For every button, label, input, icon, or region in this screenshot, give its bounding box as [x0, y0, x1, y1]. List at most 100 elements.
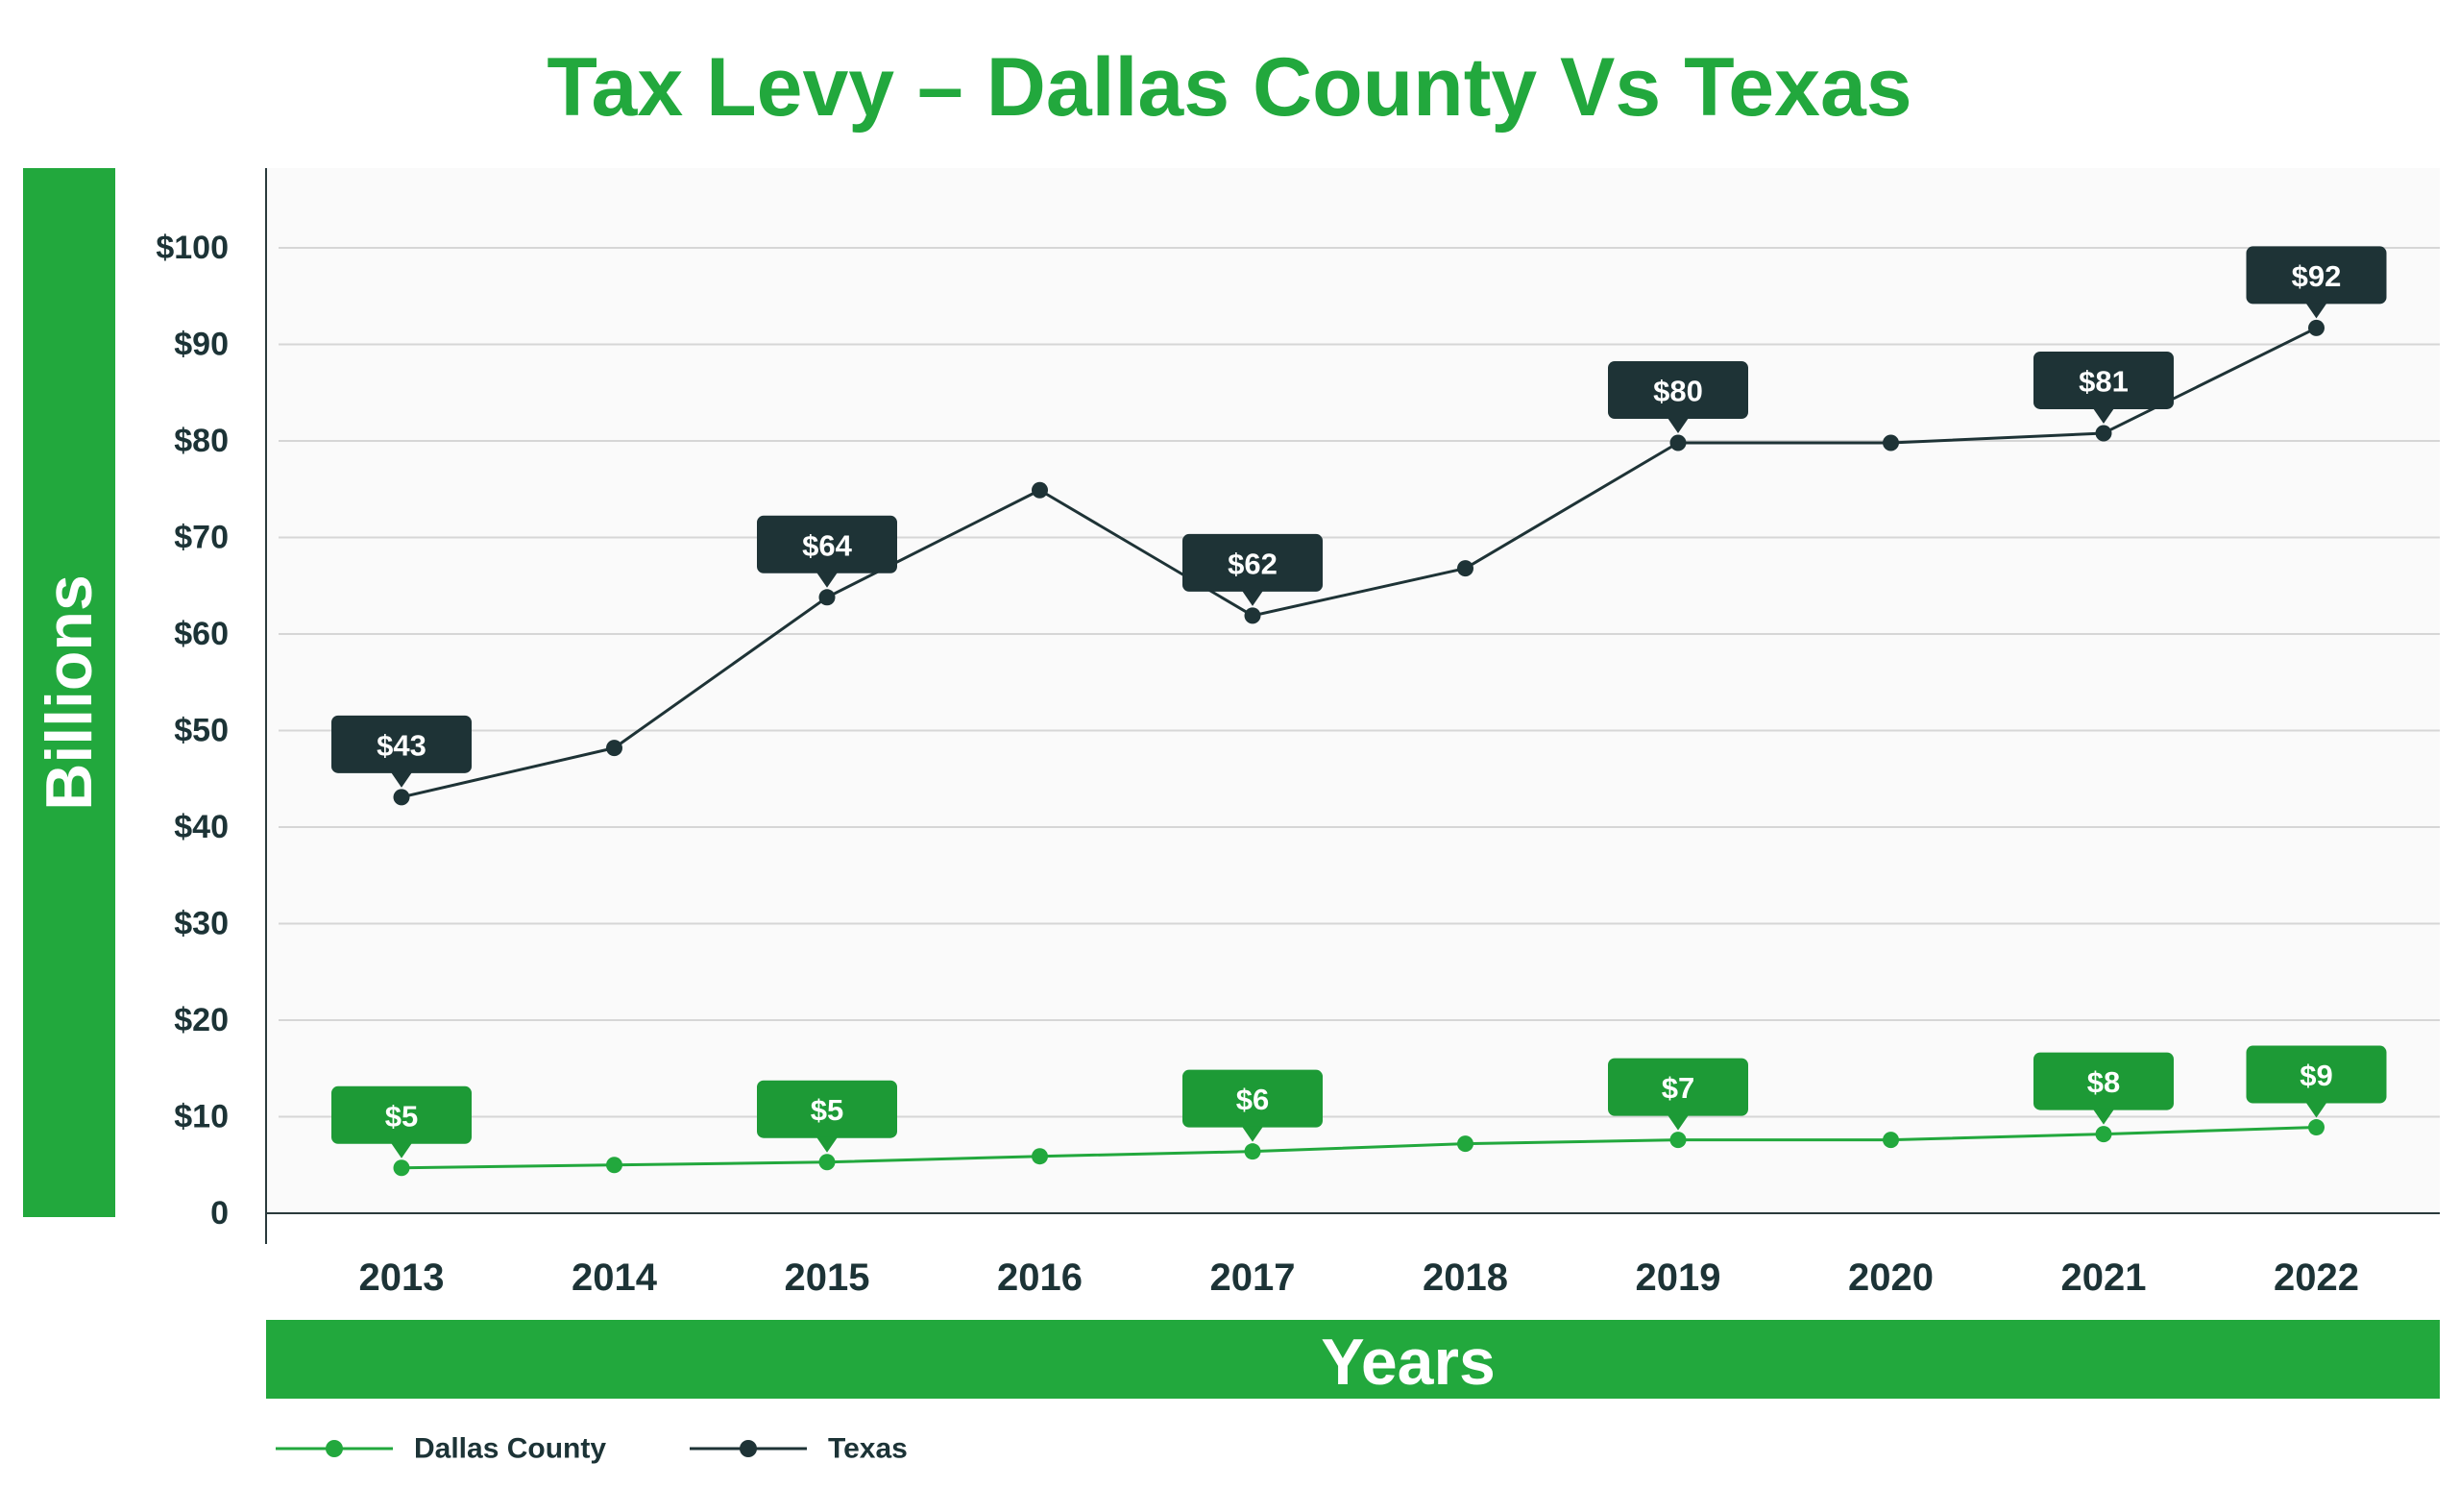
data-label-box	[757, 1080, 897, 1138]
x-axis-ticks: 2013 2014 2015 2016 2017 2018 2019 2020 2021 2022	[359, 1256, 2359, 1299]
data-label-pointer	[816, 1136, 838, 1153]
data-point-dallas-county	[2095, 1126, 2112, 1143]
y-tick-label: $30	[174, 906, 229, 942]
data-label-box	[331, 715, 472, 773]
data-point-texas	[1244, 607, 1261, 624]
data-label-pointer	[391, 771, 412, 788]
data-point-dallas-county	[818, 1154, 836, 1171]
y-tick-label: $10	[174, 1099, 229, 1135]
data-label-texas: $62	[1182, 533, 1323, 606]
legend-marker	[326, 1440, 343, 1457]
data-point-texas	[1032, 481, 1048, 499]
data-label-pointer	[1668, 418, 1689, 434]
data-point-texas	[393, 789, 410, 806]
data-point-dallas-county	[1244, 1143, 1261, 1160]
x-axis-label: Years	[1321, 1326, 1496, 1399]
data-label-box	[331, 1085, 472, 1144]
gridlines	[279, 247, 2440, 1118]
legend-label: Dallas County	[414, 1433, 606, 1465]
data-label-text: $9	[2300, 1059, 2332, 1092]
data-label-dallas-county: $6	[1182, 1069, 1323, 1142]
data-point-texas	[2095, 425, 2112, 442]
y-tick-label: $100	[156, 230, 229, 266]
data-label-pointer	[2093, 407, 2114, 424]
series-layer	[393, 319, 2325, 1177]
legend-item-texas: Texas	[690, 1433, 908, 1465]
series-line-dallas-county	[401, 1126, 2317, 1170]
data-label-pointer	[2305, 303, 2327, 319]
y-tick-label: $80	[174, 423, 229, 459]
legend-marker	[740, 1440, 757, 1457]
data-label-dallas-county: $8	[2033, 1052, 2174, 1125]
data-label-text: $7	[1662, 1071, 1694, 1105]
y-tick-label: $20	[174, 1002, 229, 1038]
data-label-dallas-county: $5	[331, 1085, 472, 1158]
x-tick-label: 2020	[1848, 1256, 1934, 1299]
series-texas	[393, 319, 2325, 806]
data-label-dallas-county: $5	[757, 1080, 897, 1153]
data-label-text: $5	[385, 1099, 418, 1133]
data-point-texas	[1883, 434, 1899, 451]
data-label-box	[1182, 1069, 1323, 1128]
data-point-dallas-county	[1883, 1132, 1899, 1149]
data-label-pointer	[1242, 1126, 1263, 1142]
y-axis-label-band	[23, 168, 115, 1217]
data-point-texas	[1669, 434, 1687, 451]
data-point-dallas-county	[606, 1157, 622, 1174]
data-label-texas: $43	[331, 715, 472, 788]
x-tick-label: 2018	[1423, 1256, 1508, 1299]
x-tick-label: 2015	[785, 1256, 870, 1299]
data-labels: $5 $5 $6 $7 $8 $9 $43 $64 $62 $80 $81 $92	[331, 246, 2387, 1158]
data-label-text: $64	[802, 528, 852, 562]
y-axis-label: Billions	[33, 574, 106, 811]
series-dallas-county	[393, 1119, 2325, 1177]
data-label-texas: $64	[757, 515, 897, 588]
data-point-texas	[1457, 560, 1473, 577]
chart-title: Tax Levy – Dallas County Vs Texas	[547, 41, 1911, 134]
data-label-box	[2033, 351, 2174, 409]
data-label-texas: $80	[1608, 361, 1748, 434]
data-label-pointer	[816, 572, 838, 588]
y-tick-label: $70	[174, 520, 229, 556]
data-label-text: $43	[377, 728, 426, 762]
data-point-dallas-county	[2308, 1119, 2325, 1136]
data-label-text: $62	[1228, 547, 1278, 580]
data-label-box	[2246, 246, 2387, 305]
legend: Dallas County Texas	[276, 1433, 908, 1465]
data-label-box	[2246, 1045, 2387, 1104]
data-label-box	[757, 515, 897, 573]
y-tick-label: $90	[174, 327, 229, 363]
data-label-box	[1608, 361, 1748, 420]
data-label-pointer	[391, 1142, 412, 1158]
x-tick-label: 2021	[2061, 1256, 2147, 1299]
data-label-pointer	[2305, 1102, 2327, 1118]
data-point-dallas-county	[1457, 1135, 1473, 1153]
data-label-dallas-county: $7	[1608, 1058, 1748, 1131]
data-label-texas: $81	[2033, 351, 2174, 424]
y-tick-label: $40	[174, 809, 229, 845]
y-axis-ticks: 0 $10 $20 $30 $40 $50 $60 $70 $80 $90 $100	[156, 230, 229, 1232]
data-point-dallas-county	[1032, 1148, 1048, 1165]
legend-label: Texas	[828, 1433, 908, 1465]
data-label-box	[1608, 1058, 1748, 1116]
data-label-box	[1182, 533, 1323, 592]
data-label-pointer	[1242, 590, 1263, 606]
data-label-texas: $92	[2246, 246, 2387, 319]
data-point-texas	[818, 589, 836, 606]
data-label-text: $81	[2079, 364, 2129, 398]
plot-area	[266, 168, 2440, 1213]
y-tick-label: 0	[210, 1195, 229, 1232]
data-point-dallas-county	[1669, 1132, 1687, 1149]
x-tick-label: 2022	[2274, 1256, 2359, 1299]
x-tick-label: 2019	[1636, 1256, 1721, 1299]
data-point-dallas-county	[393, 1159, 410, 1177]
data-label-box	[2033, 1052, 2174, 1110]
x-tick-label: 2014	[572, 1256, 658, 1299]
x-axis-label-band	[266, 1320, 2440, 1399]
y-tick-label: $60	[174, 616, 229, 652]
y-tick-label: $50	[174, 713, 229, 749]
data-label-text: $6	[1236, 1083, 1269, 1116]
data-point-texas	[2308, 319, 2325, 336]
